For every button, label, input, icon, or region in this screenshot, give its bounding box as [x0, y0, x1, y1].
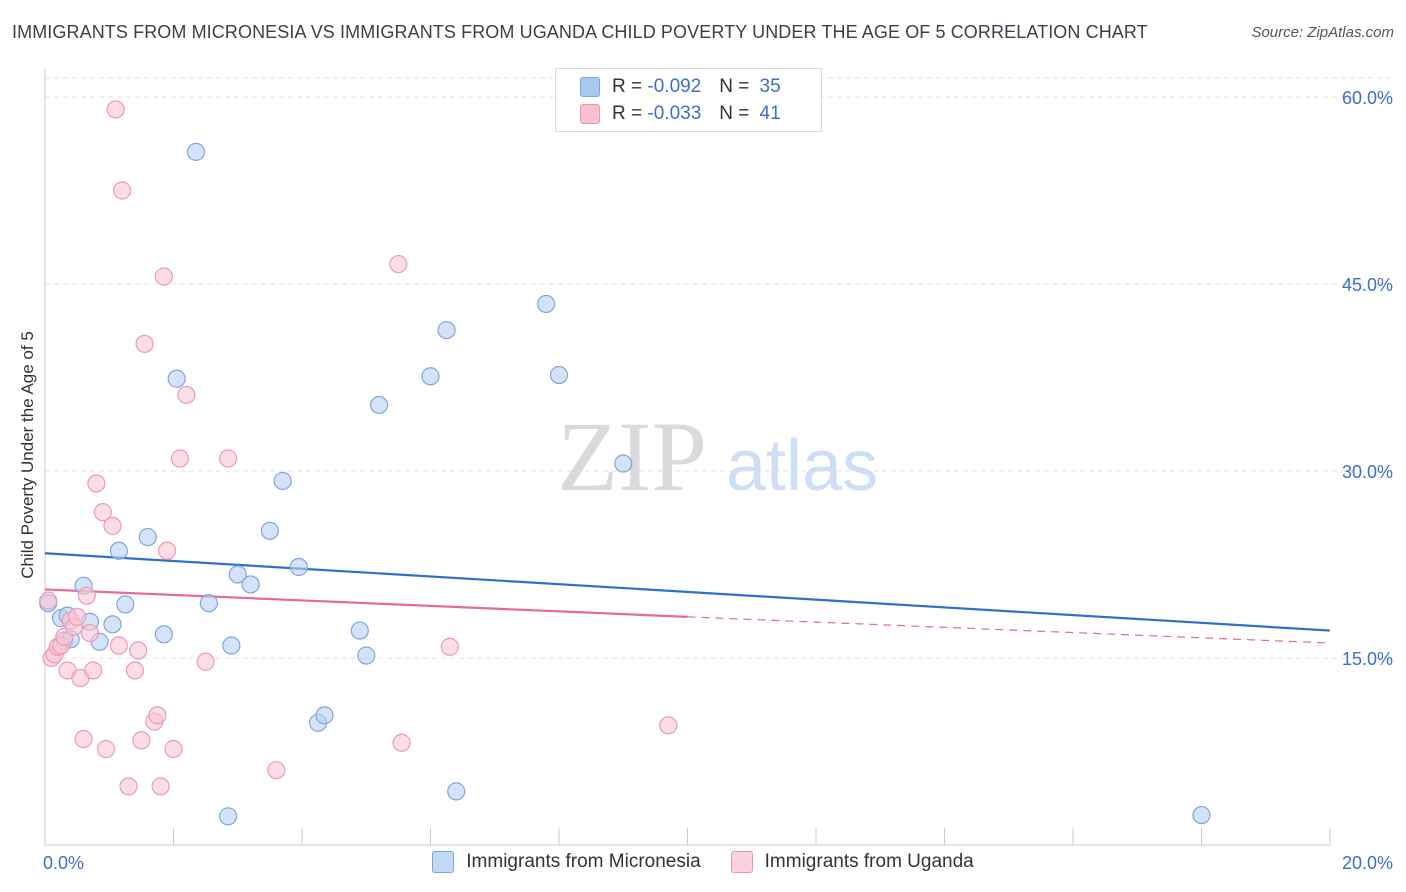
uganda-point	[77, 586, 96, 605]
micronesia-point	[1192, 805, 1211, 825]
legend-r-label: R =	[612, 76, 643, 97]
legend-n-label: N =	[719, 103, 750, 124]
micronesia-point	[241, 575, 260, 594]
uganda-point	[196, 652, 215, 671]
micronesia-point	[350, 621, 369, 640]
grid-lines	[45, 77, 1393, 659]
micronesia-point	[109, 541, 128, 560]
uganda-point	[68, 607, 87, 626]
series-label-micronesia: Immigrants from Micronesia	[466, 851, 701, 872]
micronesia-point	[315, 706, 334, 725]
axes	[44, 68, 1331, 846]
uganda-point	[103, 516, 122, 535]
uganda-point	[129, 641, 148, 660]
watermark: ZIP atlas	[557, 401, 878, 512]
uganda-point	[389, 254, 408, 274]
micronesia-point	[138, 527, 157, 547]
legend-swatch-uganda	[580, 104, 600, 124]
uganda-point	[170, 449, 190, 468]
uganda-trendline	[44, 588, 688, 618]
micronesia-point	[222, 636, 241, 655]
micronesia-point	[273, 471, 292, 491]
legend-r-label: R =	[612, 103, 643, 124]
micronesia-point	[549, 365, 569, 385]
uganda-point	[125, 661, 145, 680]
uganda-trendline-extension	[687, 616, 1331, 644]
legend-r-value: -0.033	[647, 103, 702, 124]
uganda-point	[659, 716, 678, 735]
micronesia-point	[199, 594, 218, 613]
y-tick-label: 15.0%	[1342, 649, 1393, 669]
uganda-point	[154, 267, 173, 286]
legend-r-value: -0.092	[647, 76, 702, 97]
y-axis-label: Child Poverty Under the Age of 5	[18, 331, 37, 579]
uganda-point	[119, 777, 138, 796]
uganda-point	[39, 591, 58, 610]
uganda-point	[109, 636, 128, 655]
micronesia-point	[167, 369, 186, 388]
legend-row-uganda: R = -0.033 N = 41	[580, 102, 781, 126]
uganda-point	[96, 739, 116, 759]
micronesia-point	[614, 454, 633, 473]
uganda-point	[177, 385, 196, 405]
series-legend-uganda: Immigrants from Uganda	[730, 851, 974, 873]
uganda-point	[132, 731, 151, 750]
legend-n-label: N =	[719, 76, 750, 97]
micronesia-point	[116, 595, 135, 614]
uganda-point	[148, 706, 167, 725]
micronesia-point	[186, 142, 206, 161]
watermark-zip: ZIP	[557, 401, 707, 512]
uganda-point	[219, 449, 238, 468]
micronesia-point	[537, 294, 556, 314]
legend-row-micronesia: R = -0.092 N = 35	[580, 75, 781, 99]
micronesia-point	[103, 615, 122, 634]
uganda-point	[135, 334, 154, 353]
source-credit: Source: ZipAtlas.com	[1251, 24, 1394, 41]
correlation-legend: R = -0.092 N = 35 R = -0.033 N = 41	[555, 68, 822, 132]
series-legend-micronesia: Immigrants from Micronesia	[432, 851, 701, 873]
uganda-point	[267, 761, 286, 780]
legend-swatch-micronesia	[580, 77, 600, 97]
tick-labels: 15.0% 30.0% 45.0% 60.0% 0.0% 20.0%	[43, 88, 1393, 873]
micronesia-point	[289, 557, 308, 577]
series-label-uganda: Immigrants from Uganda	[764, 851, 974, 872]
micronesia-point	[219, 807, 238, 826]
micronesia-point	[357, 646, 376, 665]
micronesia-trendline	[44, 552, 1331, 632]
micronesia-point	[154, 625, 173, 644]
chart-title: IMMIGRANTS FROM MICRONESIA VS IMMIGRANTS…	[12, 22, 1148, 42]
uganda-point	[93, 503, 112, 522]
y-tick-label: 30.0%	[1342, 462, 1393, 482]
series-swatch-uganda	[730, 851, 753, 873]
uganda-point	[164, 739, 183, 759]
uganda-point	[112, 181, 132, 200]
uganda-point	[80, 623, 100, 643]
legend-n-value: 35	[759, 76, 781, 97]
uganda-point	[157, 541, 177, 560]
series-legend: Immigrants from Micronesia Immigrants fr…	[0, 851, 1406, 873]
y-tick-label: 45.0%	[1342, 275, 1393, 295]
uganda-point	[74, 729, 93, 749]
uganda-point	[87, 474, 106, 493]
legend-n-value: 41	[759, 103, 781, 124]
micronesia-point	[370, 395, 389, 415]
series-swatch-micronesia	[432, 851, 455, 873]
micronesia-point	[421, 367, 440, 386]
watermark-atlas: atlas	[726, 426, 878, 506]
uganda-point	[106, 100, 125, 119]
micronesia-point	[447, 782, 466, 801]
micronesia-point	[260, 521, 279, 540]
uganda-point	[392, 733, 411, 752]
uganda-point	[440, 637, 459, 656]
uganda-point	[84, 661, 103, 680]
y-tick-label: 60.0%	[1342, 88, 1393, 108]
micronesia-point	[228, 565, 247, 584]
trend-lines	[44, 552, 1331, 644]
x-tick-label: 20.0%	[1342, 853, 1393, 873]
data-points	[39, 100, 1211, 826]
micronesia-point	[437, 321, 456, 340]
uganda-point	[151, 777, 170, 796]
x-tick-label: 0.0%	[43, 853, 84, 873]
